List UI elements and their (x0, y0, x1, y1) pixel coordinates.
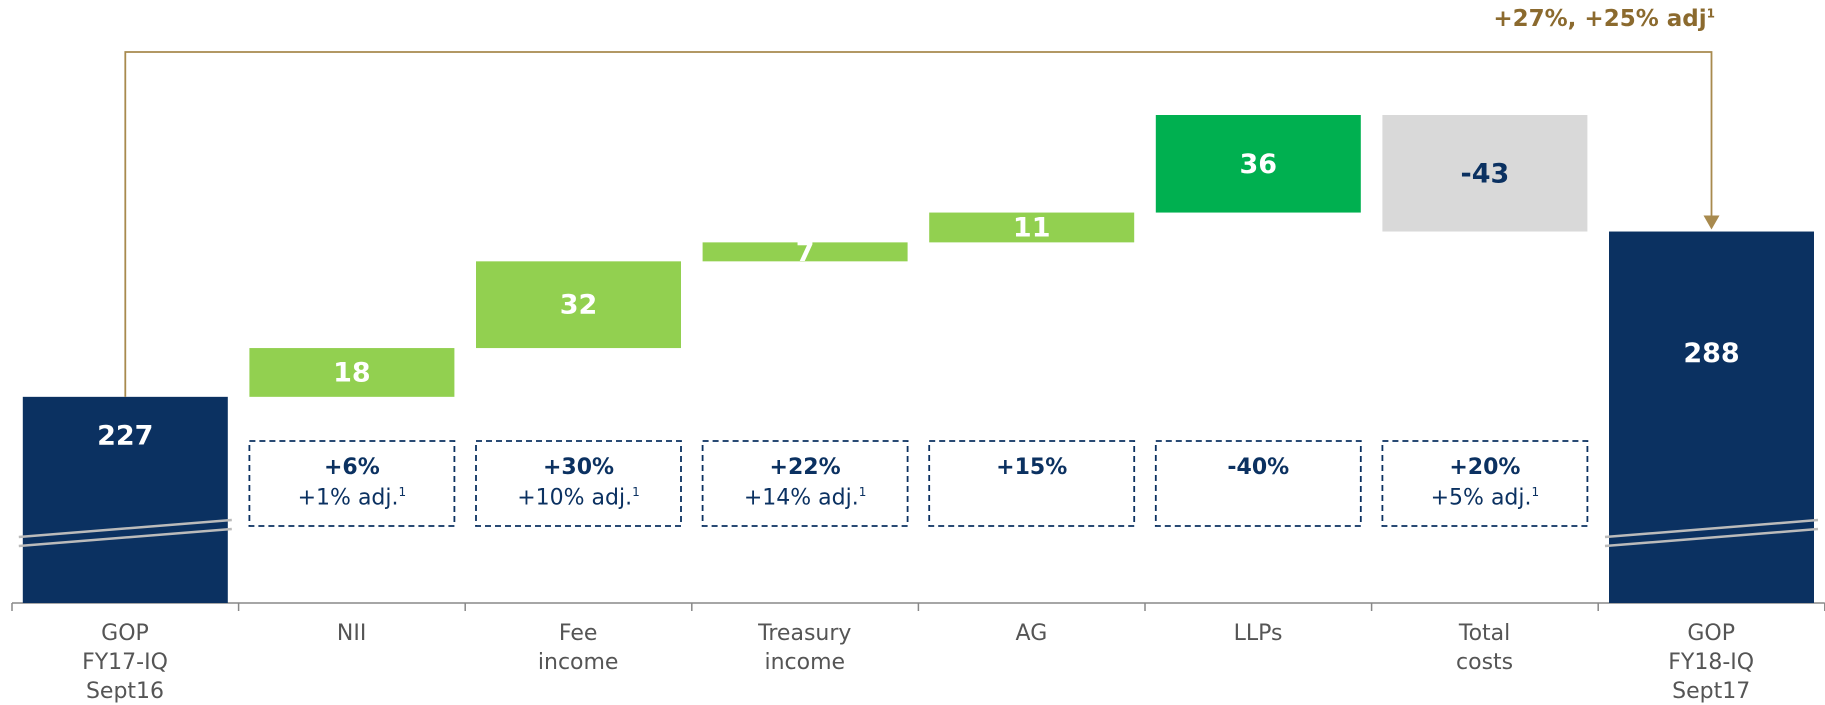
value-label: 227 (97, 420, 153, 451)
bar (1609, 231, 1814, 603)
value-label: 32 (560, 290, 598, 321)
value-label: 36 (1240, 149, 1278, 180)
value-label: 7 (796, 237, 815, 268)
adjusted-note: 1 (632, 485, 640, 499)
bar (929, 212, 1135, 243)
adjusted-label: +10% adj. (517, 485, 633, 511)
x-tick-label: NII (336, 621, 367, 646)
change-label: -40% (1227, 455, 1290, 480)
change-box (1381, 440, 1589, 527)
growth-label: +27%, +25% adj (1493, 6, 1707, 32)
value-label: 18 (333, 357, 371, 388)
adjusted-label: +5% adj. (1430, 485, 1532, 511)
bar (1382, 115, 1588, 232)
adjusted-note: 1 (398, 485, 407, 499)
axis-break (1604, 518, 1819, 539)
change-box (475, 440, 682, 527)
x-tick-label: Total costs (1456, 621, 1514, 675)
x-tick-label: AG (1015, 621, 1048, 646)
change-box (1154, 440, 1362, 527)
growth-arrowhead (1703, 215, 1720, 230)
value-label: 11 (1013, 212, 1051, 243)
growth-note: 1 (1706, 6, 1715, 21)
bar (702, 242, 908, 262)
bar (476, 261, 681, 349)
change-label: +15% (996, 455, 1068, 480)
adjusted-change: +14% adj.1 (703, 485, 908, 510)
adjusted-label: +1% adj. (297, 485, 399, 511)
axis-break (1604, 527, 1819, 548)
x-tick-label: GOP FY18-IQ Sept17 (1668, 621, 1755, 704)
adjusted-note: 1 (1531, 485, 1540, 499)
x-tick-label: GOP FY17-IQ Sept16 (82, 621, 168, 704)
value-label: 288 (1683, 338, 1739, 369)
change-label: +30% (542, 455, 615, 480)
adjusted-note: 1 (858, 485, 867, 499)
bar (22, 396, 228, 603)
change-box (928, 440, 1136, 527)
axis-break (18, 527, 232, 548)
change-label: +20% (1449, 455, 1521, 480)
change-label: +22% (769, 455, 841, 480)
growth-annotation: +27%, +25% adj1 (1493, 6, 1715, 32)
adjusted-change: +5% adj.1 (1382, 485, 1587, 510)
adjusted-change: +1% adj.1 (249, 485, 454, 510)
bar (1155, 115, 1361, 213)
change-box (701, 440, 909, 527)
x-tick-label: LLPs (1233, 621, 1283, 646)
change-box (248, 440, 456, 527)
axis-break (18, 518, 232, 539)
adjusted-change: +10% adj.1 (476, 485, 681, 510)
adjusted-label: +14% adj. (743, 485, 859, 511)
x-tick-label: Treasury income (758, 621, 852, 675)
change-label: +6% (323, 455, 380, 480)
value-label: -43 (1461, 158, 1510, 189)
x-tick-label: Fee income (537, 621, 619, 675)
growth-bracket (124, 51, 1713, 397)
bar (249, 348, 455, 397)
